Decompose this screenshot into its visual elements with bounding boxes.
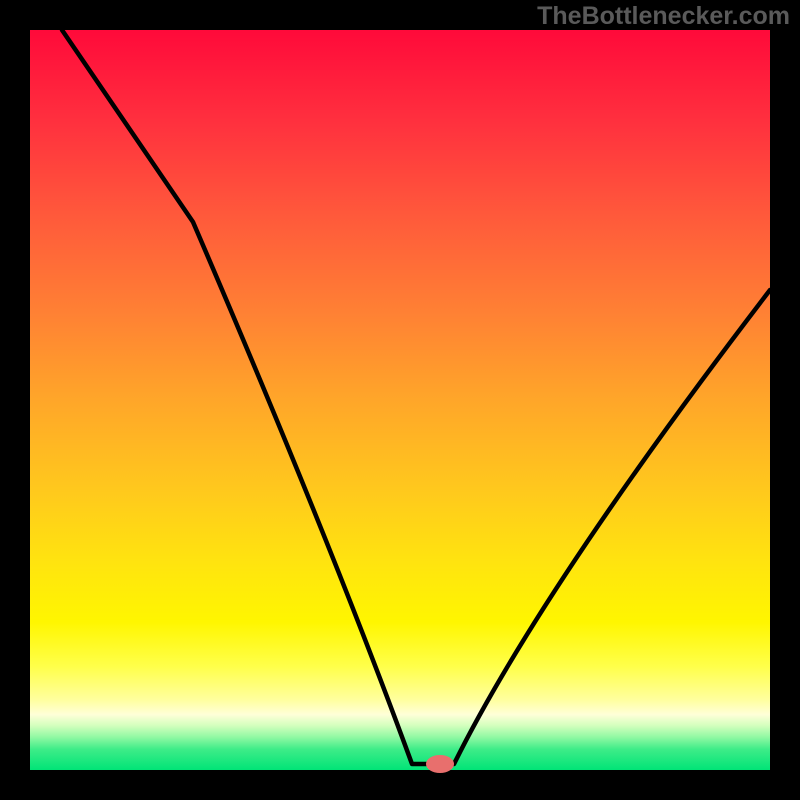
optimum-marker (426, 755, 454, 773)
watermark: TheBottlenecker.com (537, 2, 790, 31)
chart-stage: TheBottlenecker.com (0, 0, 800, 800)
chart-svg (0, 0, 800, 800)
plot-area (30, 30, 770, 770)
